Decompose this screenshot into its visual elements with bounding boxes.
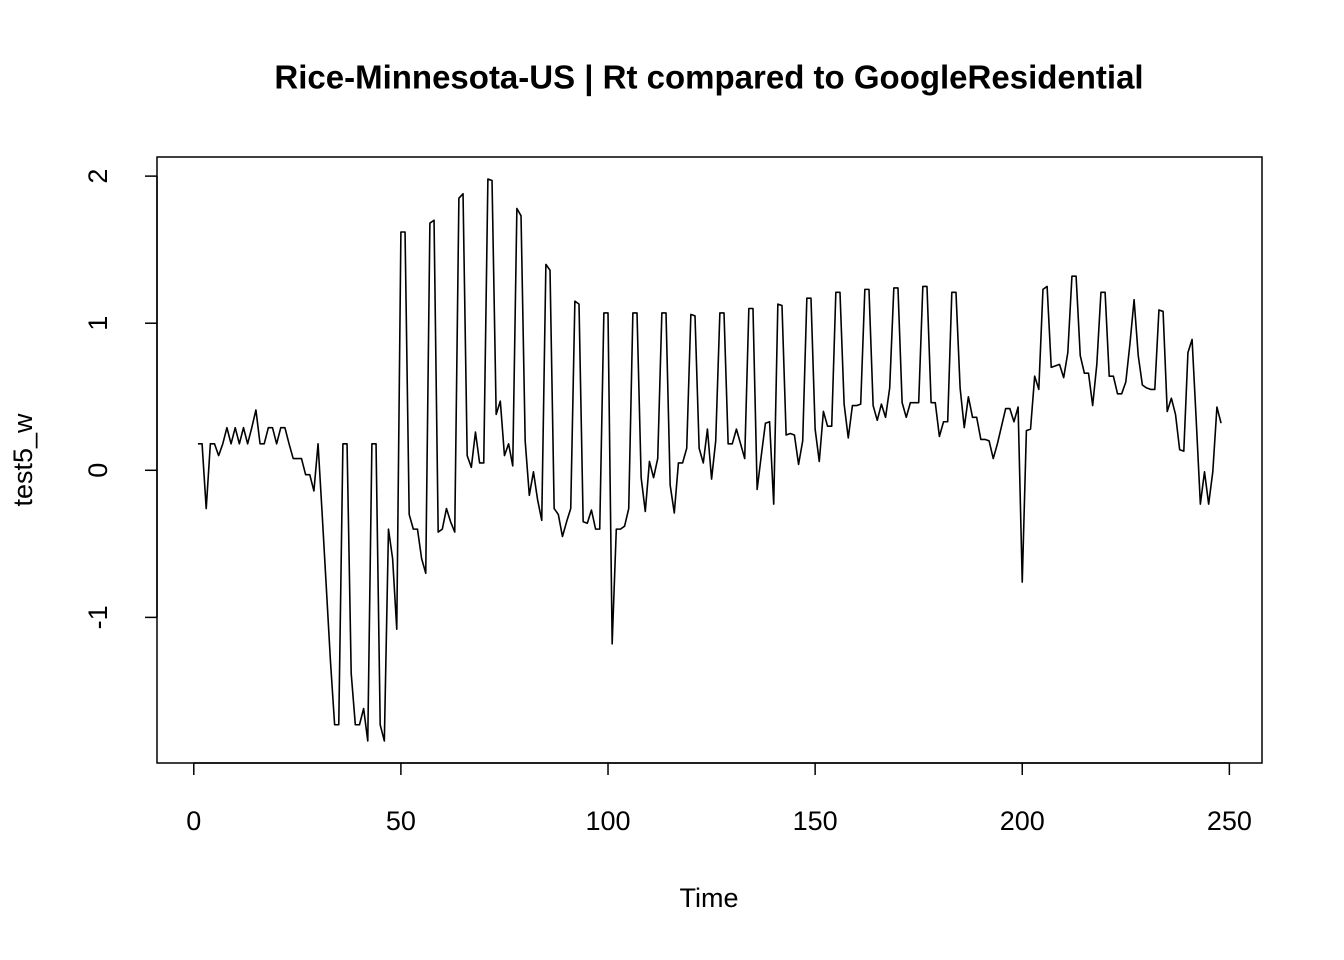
x-tick-label: 0 [186,806,201,836]
y-tick-label: 2 [83,169,113,184]
chart-title: Rice-Minnesota-US | Rt compared to Googl… [274,59,1143,96]
x-tick-label: 50 [386,806,416,836]
x-tick-label: 250 [1207,806,1252,836]
x-axis-label: Time [680,883,739,913]
x-tick-label: 100 [585,806,630,836]
y-tick-label: 0 [83,463,113,478]
y-axis-label: test5_w [8,413,38,507]
y-tick-label: -1 [83,605,113,629]
data-line [197,178,1222,742]
x-tick-label: 200 [1000,806,1045,836]
x-tick-label: 150 [793,806,838,836]
y-tick-label: 1 [83,316,113,331]
